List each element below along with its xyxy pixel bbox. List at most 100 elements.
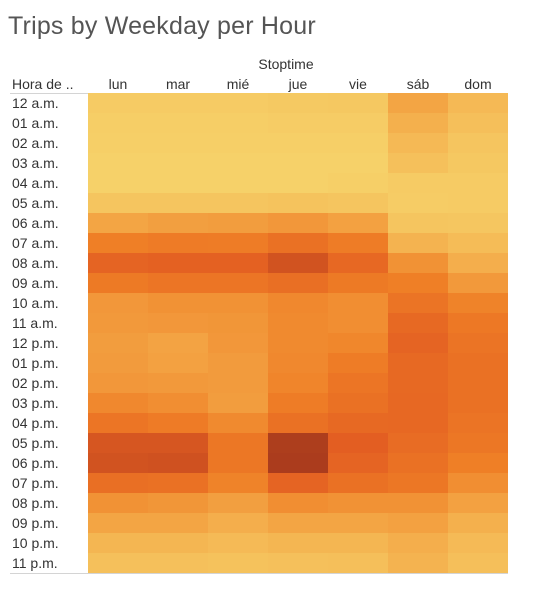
heatmap-cell[interactable] [328, 473, 388, 493]
heatmap-cell[interactable] [448, 393, 508, 413]
heatmap-cell[interactable] [88, 133, 148, 153]
heatmap-cell[interactable] [88, 273, 148, 293]
heatmap-cell[interactable] [268, 553, 328, 573]
heatmap-cell[interactable] [388, 513, 448, 533]
heatmap-cell[interactable] [448, 533, 508, 553]
heatmap-cell[interactable] [328, 553, 388, 573]
heatmap-cell[interactable] [388, 553, 448, 573]
heatmap-cell[interactable] [448, 273, 508, 293]
heatmap-cell[interactable] [328, 213, 388, 233]
heatmap-cell[interactable] [148, 393, 208, 413]
heatmap-cell[interactable] [88, 93, 148, 113]
heatmap-cell[interactable] [88, 353, 148, 373]
heatmap-cell[interactable] [88, 113, 148, 133]
heatmap-cell[interactable] [148, 253, 208, 273]
heatmap-cell[interactable] [328, 433, 388, 453]
heatmap-cell[interactable] [268, 513, 328, 533]
heatmap-cell[interactable] [88, 453, 148, 473]
heatmap-cell[interactable] [388, 393, 448, 413]
heatmap-cell[interactable] [268, 93, 328, 113]
heatmap-cell[interactable] [148, 473, 208, 493]
heatmap-cell[interactable] [268, 493, 328, 513]
heatmap-cell[interactable] [448, 173, 508, 193]
heatmap-cell[interactable] [448, 413, 508, 433]
heatmap-cell[interactable] [268, 353, 328, 373]
heatmap-cell[interactable] [328, 193, 388, 213]
heatmap-cell[interactable] [148, 513, 208, 533]
heatmap-cell[interactable] [88, 493, 148, 513]
heatmap-cell[interactable] [208, 453, 268, 473]
heatmap-cell[interactable] [208, 253, 268, 273]
heatmap-cell[interactable] [148, 333, 208, 353]
heatmap-cell[interactable] [448, 213, 508, 233]
heatmap-cell[interactable] [88, 233, 148, 253]
heatmap-cell[interactable] [328, 453, 388, 473]
heatmap-cell[interactable] [88, 333, 148, 353]
heatmap-cell[interactable] [268, 473, 328, 493]
heatmap-cell[interactable] [208, 293, 268, 313]
heatmap-cell[interactable] [88, 413, 148, 433]
heatmap-cell[interactable] [208, 333, 268, 353]
heatmap-cell[interactable] [328, 313, 388, 333]
heatmap-cell[interactable] [208, 133, 268, 153]
heatmap-cell[interactable] [388, 133, 448, 153]
heatmap-cell[interactable] [208, 313, 268, 333]
heatmap-cell[interactable] [448, 253, 508, 273]
heatmap-cell[interactable] [268, 133, 328, 153]
heatmap-cell[interactable] [148, 153, 208, 173]
heatmap-cell[interactable] [148, 453, 208, 473]
heatmap-cell[interactable] [208, 193, 268, 213]
heatmap-cell[interactable] [88, 393, 148, 413]
heatmap-cell[interactable] [268, 273, 328, 293]
heatmap-cell[interactable] [148, 113, 208, 133]
heatmap-cell[interactable] [268, 113, 328, 133]
heatmap-cell[interactable] [388, 333, 448, 353]
heatmap-cell[interactable] [448, 193, 508, 213]
heatmap-cell[interactable] [448, 333, 508, 353]
heatmap-cell[interactable] [208, 93, 268, 113]
heatmap-cell[interactable] [388, 253, 448, 273]
heatmap-cell[interactable] [268, 193, 328, 213]
heatmap-cell[interactable] [88, 153, 148, 173]
heatmap-cell[interactable] [328, 233, 388, 253]
heatmap-cell[interactable] [448, 133, 508, 153]
heatmap-cell[interactable] [268, 153, 328, 173]
heatmap-cell[interactable] [148, 93, 208, 113]
heatmap-cell[interactable] [88, 253, 148, 273]
heatmap-cell[interactable] [268, 393, 328, 413]
heatmap-cell[interactable] [148, 233, 208, 253]
heatmap-cell[interactable] [448, 453, 508, 473]
heatmap-cell[interactable] [448, 313, 508, 333]
heatmap-cell[interactable] [388, 273, 448, 293]
heatmap-cell[interactable] [448, 113, 508, 133]
heatmap-cell[interactable] [388, 173, 448, 193]
heatmap-cell[interactable] [148, 193, 208, 213]
heatmap-cell[interactable] [208, 153, 268, 173]
heatmap-cell[interactable] [388, 373, 448, 393]
heatmap-cell[interactable] [88, 173, 148, 193]
heatmap-cell[interactable] [208, 393, 268, 413]
heatmap-cell[interactable] [388, 353, 448, 373]
heatmap-cell[interactable] [328, 333, 388, 353]
heatmap-cell[interactable] [148, 533, 208, 553]
heatmap-cell[interactable] [148, 313, 208, 333]
heatmap-cell[interactable] [328, 293, 388, 313]
heatmap-cell[interactable] [208, 113, 268, 133]
heatmap-cell[interactable] [328, 373, 388, 393]
heatmap-cell[interactable] [148, 173, 208, 193]
heatmap-cell[interactable] [388, 193, 448, 213]
heatmap-cell[interactable] [328, 173, 388, 193]
heatmap-cell[interactable] [88, 433, 148, 453]
heatmap-cell[interactable] [208, 533, 268, 553]
heatmap-cell[interactable] [148, 133, 208, 153]
heatmap-cell[interactable] [388, 293, 448, 313]
heatmap-cell[interactable] [268, 433, 328, 453]
heatmap-cell[interactable] [448, 493, 508, 513]
heatmap-cell[interactable] [208, 473, 268, 493]
heatmap-cell[interactable] [388, 213, 448, 233]
heatmap-cell[interactable] [388, 413, 448, 433]
heatmap-cell[interactable] [328, 493, 388, 513]
heatmap-cell[interactable] [208, 493, 268, 513]
heatmap-cell[interactable] [268, 173, 328, 193]
heatmap-cell[interactable] [268, 313, 328, 333]
